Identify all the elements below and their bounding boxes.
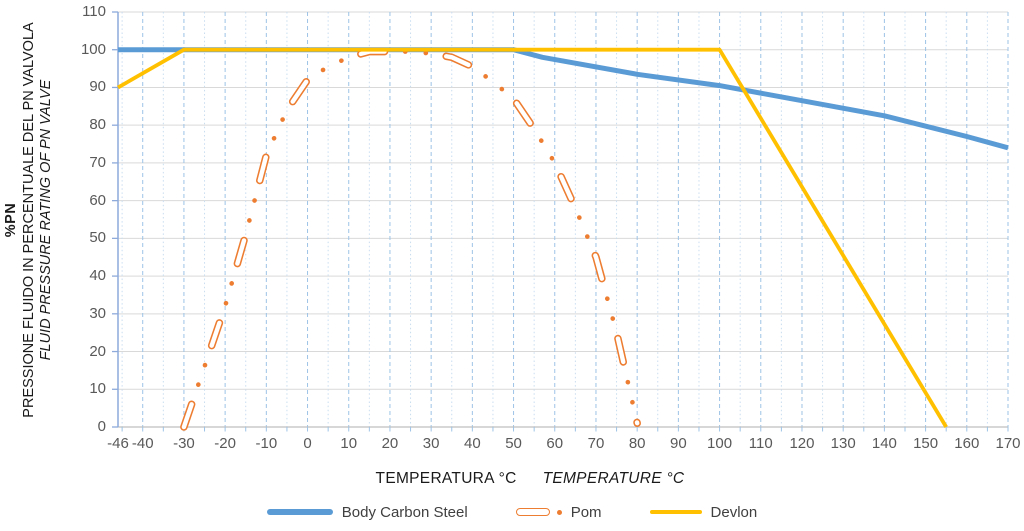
- y-tick-label: 10: [89, 380, 106, 398]
- x-tick-label: 110: [748, 435, 773, 452]
- y-tick-label: 110: [82, 3, 106, 20]
- x-axis-title-italian: TEMPERATURA °C: [375, 470, 517, 487]
- x-tick-label: 90: [670, 435, 687, 452]
- legend-line-icon-blue: [266, 509, 333, 515]
- legend-item-body-carbon-steel: Body Carbon Steel: [266, 503, 468, 521]
- x-tick-label: -46: [107, 435, 129, 452]
- y-tick-label: 100: [80, 40, 106, 58]
- y-tick-label: 60: [89, 191, 106, 209]
- legend-line-icon-yellow: [649, 510, 702, 514]
- x-axis-title-english: TEMPERATURE °C: [542, 470, 685, 487]
- y-axis-title-pn: %PN: [3, 202, 19, 238]
- legend-item-devlon: Devlon: [649, 503, 758, 521]
- legend-label-body-carbon-steel: Body Carbon Steel: [341, 503, 468, 521]
- x-tick-label: 100: [707, 435, 733, 452]
- tick-marks: [112, 11, 1009, 432]
- y-axis-title-italian: PRESSIONE FLUIDO IN PERCENTUALE DEL PN V…: [20, 22, 37, 418]
- x-tick-label: 70: [587, 435, 605, 452]
- x-tick-label: 140: [871, 435, 897, 452]
- y-tick-label: 40: [89, 267, 106, 285]
- x-tick-label: 60: [546, 435, 564, 452]
- x-tick-label: 0: [303, 435, 312, 452]
- y-tick-label: 80: [89, 116, 106, 134]
- y-tick-label: 90: [89, 78, 106, 96]
- series-body-carbon-steel-line: [118, 47, 1009, 151]
- x-axis-title: TEMPERATURA °C TEMPERATURE °C: [0, 470, 1024, 488]
- plot-area: [112, 11, 1009, 432]
- y-tick-label: 0: [97, 418, 106, 435]
- x-tick-label: 20: [381, 435, 399, 452]
- x-tick-label: -10: [255, 435, 278, 452]
- y-axis-title-english: FLUID PRESSURE RATING OF PN VALVE: [38, 79, 54, 361]
- x-tick-label: -30: [173, 435, 195, 452]
- y-tick-label: 20: [89, 342, 106, 360]
- gridlines: [118, 11, 1009, 427]
- legend-dash-dot-icon-orange: [515, 508, 562, 516]
- x-tick-label: 150: [913, 435, 939, 452]
- x-tick-label: 30: [422, 435, 440, 452]
- y-tick-label: 70: [89, 153, 106, 171]
- x-tick-label: 160: [954, 435, 980, 452]
- y-tick-label: 30: [89, 304, 106, 322]
- series-pom-line: [180, 47, 641, 431]
- x-tick-label: 130: [830, 435, 856, 452]
- y-tick-label: 50: [89, 229, 106, 247]
- legend-item-pom: Pom: [515, 503, 602, 521]
- legend-label-pom: Pom: [570, 503, 602, 521]
- x-tick-label: 80: [628, 435, 646, 452]
- x-tick-label: -40: [131, 435, 154, 452]
- x-tick-label: -20: [214, 435, 236, 452]
- series-devlon-line: [117, 47, 948, 428]
- x-tick-label: 50: [505, 435, 522, 452]
- legend-label-devlon: Devlon: [710, 503, 758, 521]
- x-tick-label: 40: [464, 435, 481, 452]
- y-axis-title: %PN PRESSIONE FLUIDO IN PERCENTUALE DEL …: [3, 5, 57, 435]
- x-tick-label: 120: [789, 435, 815, 452]
- x-tick-label: 170: [995, 435, 1021, 452]
- chart-legend: Body Carbon Steel Pom Devlon: [0, 501, 1024, 523]
- x-tick-label: 10: [340, 435, 358, 452]
